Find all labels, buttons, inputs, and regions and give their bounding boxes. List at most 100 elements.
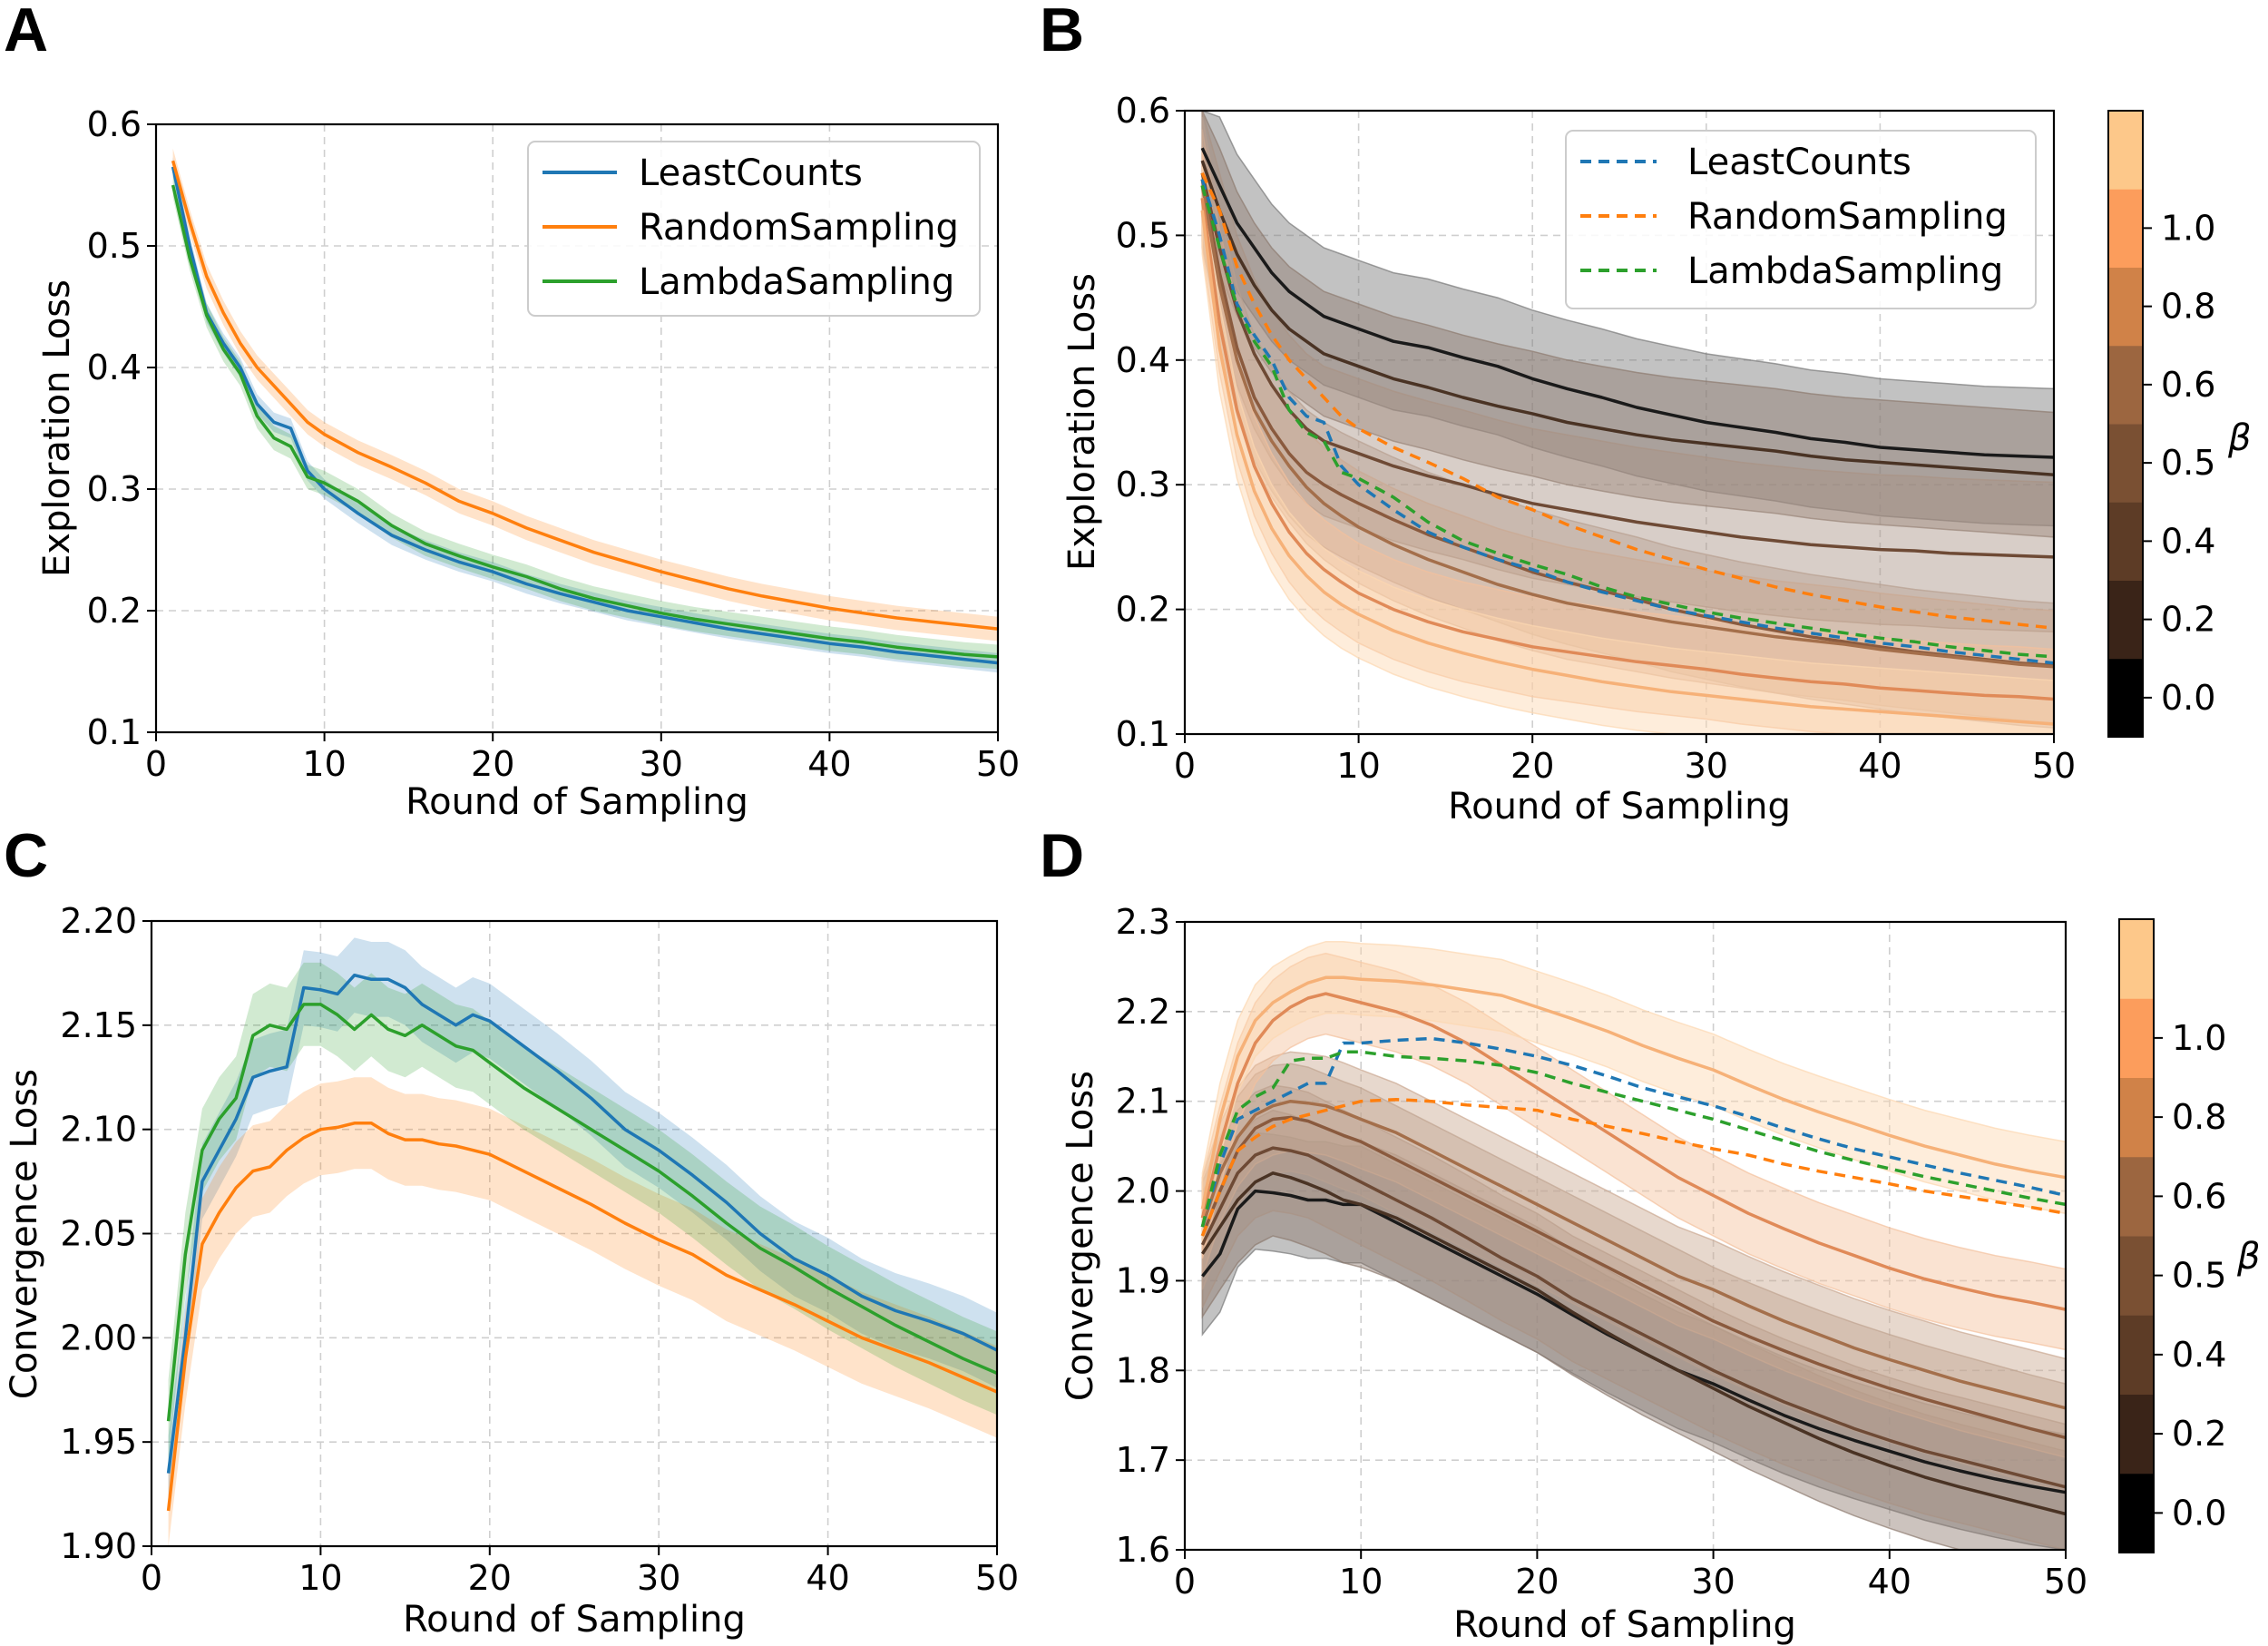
x-tick-label: 40 — [806, 1558, 849, 1598]
plot-frame — [1183, 109, 2056, 736]
x-tick-label: 50 — [2032, 746, 2076, 786]
plot-frame — [1183, 920, 2068, 1552]
axis-ticks: 0 10 20 30 40 50 1.6 1.7 1.8 1.9 2.0 2.1 2.2 2.3 — [1116, 902, 2088, 1602]
series-lines — [1200, 975, 2067, 1516]
legend-label-leastcounts: LeastCounts — [639, 152, 863, 194]
colorbar-segment — [2119, 1473, 2154, 1553]
colorbar-segment — [2119, 1394, 2154, 1475]
legend-label-lambdasampling: LambdaSampling — [639, 261, 954, 303]
y-tick-label: 2.0 — [1116, 1171, 1170, 1211]
colorbar-tick-label: 0.4 — [2161, 521, 2215, 561]
colorbar-tick-label: 0.8 — [2172, 1097, 2226, 1137]
x-axis-label: Round of Sampling — [1448, 786, 1791, 828]
line-beta-0-0 — [1200, 147, 2055, 459]
x-tick-label: 40 — [1858, 746, 1901, 786]
y-tick-label: 0.3 — [87, 469, 142, 509]
legend-label-leastcounts: LeastCounts — [1687, 142, 1911, 183]
line-beta-0-8 — [1200, 992, 2067, 1311]
panel-b: B 0 10 20 30 40 50 0.1 0.2 0.3 0.4 0.5 0.6 Round of… — [1040, 0, 2252, 828]
x-tick-label: 30 — [640, 744, 683, 784]
colorbar: 0.0 0.2 0.4 0.5 0.6 0.8 1.0 — [2118, 918, 2226, 1553]
colorbar-tick-label: 1.0 — [2161, 208, 2215, 248]
x-axis-label: Round of Sampling — [1453, 1604, 1796, 1646]
y-axis-label: Convergence Loss — [1060, 1071, 1101, 1401]
colorbar-segment — [2108, 502, 2143, 581]
y-tick-label: 0.3 — [1116, 465, 1170, 505]
panel-letter-a: A — [4, 0, 48, 64]
axis-ticks: 0 10 20 30 40 50 0.1 0.2 0.3 0.4 0.5 0.6 — [1116, 91, 2077, 786]
x-tick-label: 50 — [975, 1558, 1019, 1598]
colorbar-tick-label: 0.5 — [2172, 1256, 2226, 1296]
colorbar-segment — [2108, 658, 2143, 738]
y-tick-label: 2.15 — [60, 1005, 137, 1045]
y-tick-label: 0.6 — [1116, 91, 1170, 131]
line-leastcounts — [1200, 1036, 2067, 1228]
y-tick-label: 2.10 — [60, 1110, 137, 1150]
x-tick-label: 10 — [298, 1558, 342, 1598]
x-tick-label: 0 — [145, 744, 167, 784]
x-tick-label: 10 — [302, 744, 346, 784]
line-lambdasampling — [1200, 1050, 2067, 1228]
y-tick-label: 2.05 — [60, 1214, 137, 1254]
line-lambdasampling — [171, 184, 999, 659]
x-tick-label: 30 — [1691, 1562, 1735, 1602]
colorbar-segment — [2108, 580, 2143, 660]
colorbar-segment — [2108, 345, 2143, 425]
legend-frame — [1565, 130, 2037, 309]
y-tick-label: 0.4 — [1116, 340, 1170, 380]
y-tick-label: 1.7 — [1116, 1440, 1170, 1480]
legend: LeastCounts RandomSampling LambdaSamplin… — [1565, 130, 2037, 309]
x-tick-label: 0 — [1174, 746, 1196, 786]
y-tick-label: 2.3 — [1116, 902, 1170, 942]
legend-frame — [527, 141, 981, 317]
y-tick-label: 2.20 — [60, 901, 137, 941]
line-beta-0-2 — [1200, 1171, 2067, 1516]
y-tick-label: 1.90 — [60, 1526, 137, 1566]
x-tick-label: 30 — [1685, 746, 1728, 786]
colorbar-segment — [2108, 424, 2143, 503]
line-randomsampling — [166, 1122, 998, 1512]
axis-ticks: 0 10 20 30 40 50 0.1 0.2 0.3 0.4 0.5 0.6 — [87, 104, 1021, 784]
line-leastcounts — [166, 973, 998, 1474]
colorbar-frame — [2118, 918, 2155, 1553]
confidence-bands — [168, 937, 998, 1546]
y-tick-label: 1.6 — [1116, 1530, 1170, 1570]
band-lambdasampling — [168, 962, 998, 1464]
y-tick-label: 0.2 — [1116, 590, 1170, 630]
legend-label-randomsampling: RandomSampling — [639, 207, 959, 249]
x-tick-label: 0 — [141, 1558, 162, 1598]
colorbar-segment — [2119, 1236, 2154, 1316]
line-beta-0-5 — [1200, 1115, 2067, 1440]
y-tick-label: 1.9 — [1116, 1260, 1170, 1300]
colorbar-tick-label: 0.4 — [2172, 1335, 2226, 1375]
colorbar-tick-label: 0.6 — [2161, 365, 2215, 405]
x-tick-label: 50 — [976, 744, 1020, 784]
series-lines — [171, 160, 999, 665]
y-tick-label: 0.4 — [87, 348, 142, 387]
line-leastcounts — [171, 166, 999, 665]
colorbar-tick-label: 0.2 — [2172, 1414, 2226, 1454]
plot-frame — [154, 122, 1000, 734]
y-axis-label: Convergence Loss — [4, 1069, 45, 1399]
y-tick-label: 0.5 — [87, 226, 142, 266]
y-tick-label: 0.6 — [87, 104, 142, 144]
colorbar-tick-label: 0.8 — [2161, 287, 2215, 327]
y-tick-label: 2.00 — [60, 1318, 137, 1357]
colorbar-tick-label: 0.2 — [2161, 600, 2215, 640]
x-tick-label: 40 — [807, 744, 851, 784]
x-tick-label: 20 — [471, 744, 514, 784]
y-tick-label: 0.2 — [87, 591, 142, 631]
x-tick-label: 20 — [1515, 1562, 1559, 1602]
line-randomsampling — [1200, 1097, 2067, 1237]
colorbar-segment — [2119, 1315, 2154, 1395]
x-tick-label: 10 — [1336, 746, 1380, 786]
x-tick-label: 30 — [637, 1558, 680, 1598]
line-randomsampling — [1200, 171, 2055, 630]
x-axis-label: Round of Sampling — [406, 781, 748, 823]
y-tick-label: 0.1 — [1116, 714, 1170, 754]
colorbar-tick-label: 1.0 — [2172, 1018, 2226, 1058]
confidence-bands — [1201, 109, 2055, 735]
colorbar-segment — [2108, 267, 2143, 347]
series-lines — [166, 973, 998, 1512]
line-beta-0-0 — [1201, 1189, 2067, 1494]
